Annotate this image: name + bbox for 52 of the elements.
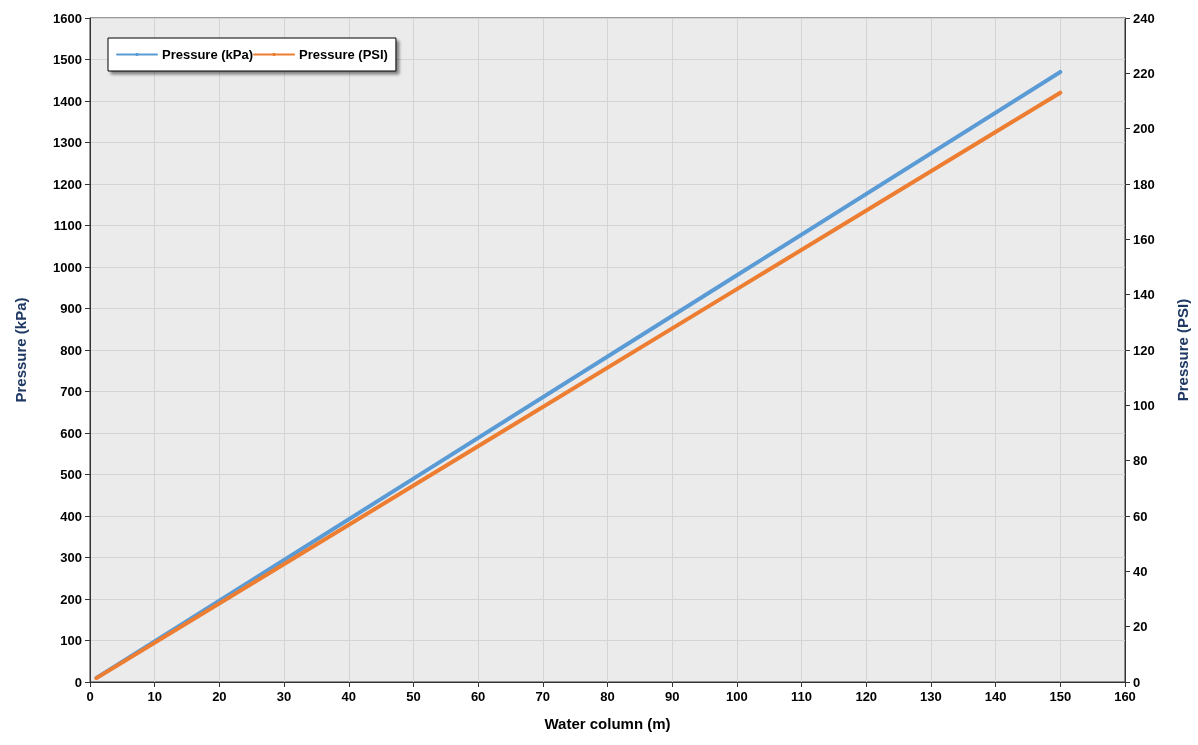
x-axis-title: Water column (m) <box>544 715 671 732</box>
y-tick-label: 1400 <box>53 93 82 109</box>
x-tick-label: 30 <box>276 689 292 704</box>
x-tick-label: 100 <box>726 689 748 704</box>
x-tick-label: 120 <box>855 689 878 704</box>
x-tick-label: 70 <box>535 689 551 704</box>
x-tick-label: 0 <box>86 689 94 704</box>
y-tick-label: 600 <box>60 425 82 441</box>
x-tick-label: 150 <box>1049 689 1072 704</box>
legend-label: Pressure (kPa) <box>162 47 254 62</box>
y-tick-label: 1500 <box>53 52 82 67</box>
y-tick-label: 700 <box>60 384 82 399</box>
y2-tick-label: 140 <box>1133 287 1155 303</box>
y2-tick-label: 220 <box>1133 65 1155 81</box>
y-tick-label: 1000 <box>53 259 82 275</box>
y2-tick-label: 0 <box>1133 674 1141 690</box>
y2-tick-label: 20 <box>1133 619 1148 635</box>
x-tick-label: 10 <box>147 689 162 704</box>
x-tick-label: 130 <box>920 689 942 704</box>
y-tick-label: 400 <box>60 508 82 524</box>
y-tick-label: 500 <box>60 467 82 482</box>
y-tick-label: 900 <box>60 301 82 316</box>
y2-tick-label: 80 <box>1133 453 1148 469</box>
x-tick-label: 160 <box>1114 689 1136 704</box>
y-tick-label: 200 <box>60 591 82 607</box>
y2-tick-label: 240 <box>1133 10 1155 26</box>
y2-tick-label: 60 <box>1133 508 1148 524</box>
y-tick-label: 1600 <box>53 10 82 26</box>
y-tick-label: 1200 <box>53 176 82 192</box>
y2-tick-label: 180 <box>1133 176 1155 192</box>
x-tick-label: 80 <box>600 689 615 704</box>
y-tick-label: 1300 <box>53 135 82 150</box>
y2-axis-title: Pressure (PSI) <box>1174 298 1191 402</box>
x-tick-label: 40 <box>341 689 356 704</box>
y2-tick-label: 200 <box>1133 121 1155 137</box>
y-tick-label: 0 <box>74 674 82 690</box>
x-tick-label: 50 <box>406 689 421 704</box>
y-tick-label: 300 <box>60 550 82 565</box>
y2-tick-label: 120 <box>1133 342 1155 358</box>
y-tick-label: 800 <box>60 342 82 358</box>
y-tick-label: 100 <box>60 633 82 648</box>
x-tick-label: 60 <box>470 689 486 704</box>
x-tick-label: 90 <box>664 689 680 704</box>
x-tick-label: 140 <box>984 689 1007 704</box>
y2-tick-label: 100 <box>1133 397 1155 413</box>
x-tick-label: 110 <box>791 689 813 704</box>
y2-tick-label: 40 <box>1133 563 1148 579</box>
y-tick-label: 1100 <box>53 218 82 233</box>
y-axis-title: Pressure (kPa) <box>12 297 29 403</box>
legend-label: Pressure (PSI) <box>299 47 388 62</box>
x-tick-label: 20 <box>212 689 227 704</box>
y2-tick-label: 160 <box>1133 231 1155 247</box>
